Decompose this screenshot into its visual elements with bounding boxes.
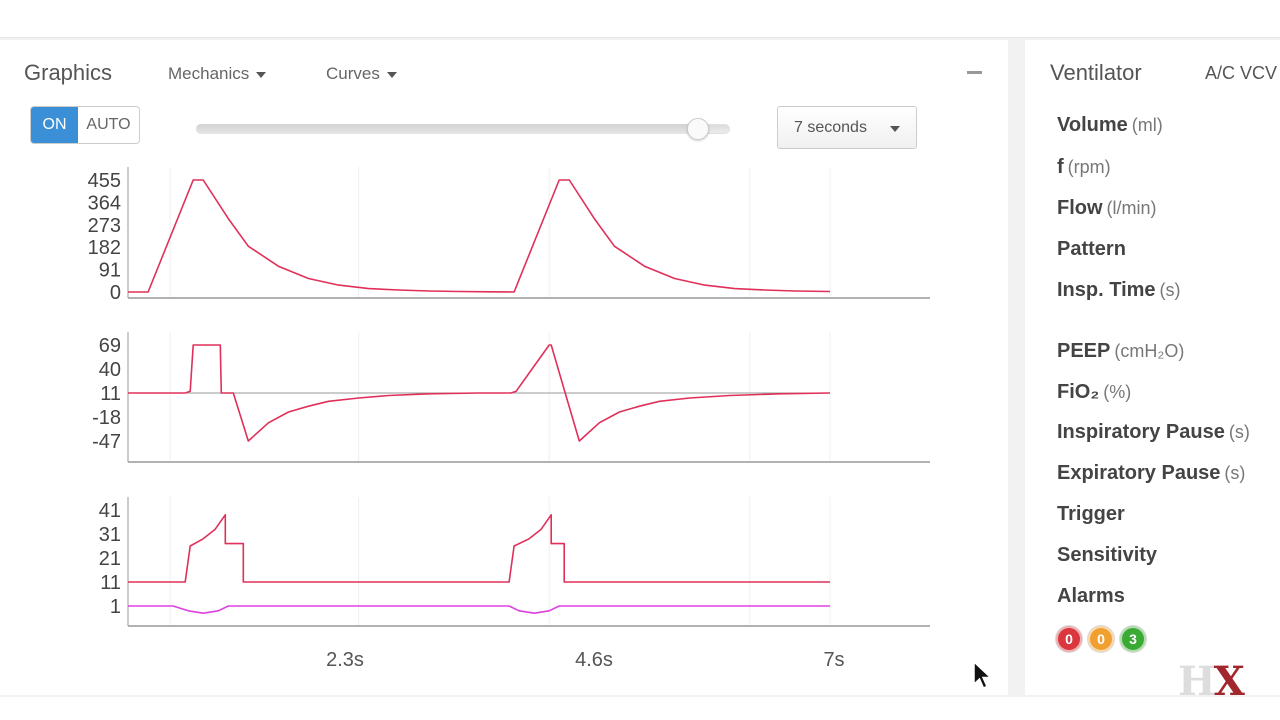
setting-label: PEEP [1057,340,1111,362]
chevron-down-icon [256,71,267,78]
ventilator-title: Ventilator [1050,60,1142,85]
waveform-series [128,344,831,442]
y-tick-label: 364 [88,192,121,214]
ventilator-panel: Ventilator A/C VCV Volume (ml) f (rpm) Flow(… [1025,40,1280,695]
time-window-select[interactable]: 7 seconds [777,106,917,149]
setting-label: Sensitivity [1057,544,1158,566]
setting-fio[interactable]: FiO₂ (%) [1057,381,1131,404]
curves-dropdown[interactable]: Curves [326,64,397,84]
y-tick-label: -18 [92,407,121,429]
setting-alarms[interactable]: Alarms [1057,585,1125,608]
waveform-series [128,605,830,615]
chevron-down-icon [386,71,397,78]
setting-unit: (%) [1103,382,1132,402]
time-window-value: 7 seconds [794,118,867,136]
setting-f[interactable]: f (rpm) [1057,156,1111,179]
setting-label: Pattern [1057,238,1126,260]
mechanics-label: Mechanics [168,64,250,83]
alarm-count-badge[interactable]: 3 [1120,626,1146,652]
alarm-count-badge[interactable]: 0 [1056,626,1082,652]
y-tick-label: 182 [88,237,121,259]
chevron-down-icon [890,126,900,132]
top-bar [0,0,1280,38]
setting-label: Insp. Time [1057,279,1156,301]
setting-unit: (cmH₂O) [1114,341,1185,361]
setting-label: Trigger [1057,503,1125,525]
y-tick-label: 91 [99,260,121,282]
graphics-title: Graphics [24,60,113,85]
setting-pattern[interactable]: Pattern [1057,238,1126,261]
setting-expiratory-pause[interactable]: Expiratory Pause (s) [1057,462,1245,485]
alarm-count-badge[interactable]: 0 [1088,626,1114,652]
toggle-on-button[interactable]: ON [31,107,78,143]
y-tick-label: 40 [99,359,121,381]
waveform-series [128,179,831,293]
y-tick-label: 455 [88,170,121,192]
setting-label: FiO₂ [1057,381,1100,403]
setting-inspiratory-pause[interactable]: Inspiratory Pause (s) [1057,421,1250,444]
toggle-auto-button[interactable]: AUTO [78,107,139,143]
x-tick-label: 2.3s [326,649,364,671]
y-tick-label: 41 [99,500,121,522]
y-tick-label: 0 [110,282,121,304]
setting-peep[interactable]: PEEP (cmH₂O) [1057,340,1184,363]
x-tick-label: 7s [823,649,844,671]
setting-flow[interactable]: Flow (l/min) [1057,197,1157,220]
hx-logo: HX [1178,658,1245,705]
y-tick-label: 31 [99,524,121,546]
setting-unit: (l/min) [1106,198,1157,218]
setting-volume[interactable]: Volume (ml) [1057,114,1163,137]
waveform-series [128,513,830,583]
mechanics-dropdown[interactable]: Mechanics [168,64,267,84]
minimize-icon[interactable] [967,71,982,74]
y-tick-label: 69 [99,335,121,357]
logo-letter-h: H [1178,658,1216,705]
setting-unit: (s) [1228,422,1250,442]
curves-label: Curves [326,64,380,83]
y-tick-label: 21 [99,548,121,570]
waveform-plots: 455364273182910694011-18-474131211112.3s… [88,167,930,671]
logo-letter-x: X [1213,658,1245,705]
y-tick-label: 273 [88,215,121,237]
setting-label: Inspiratory Pause [1057,421,1225,443]
setting-unit: (s) [1224,463,1246,483]
setting-unit: (rpm) [1067,157,1111,177]
y-tick-label: -47 [92,431,121,453]
slider-fill [196,124,698,134]
graphics-panel: Graphics Mechanics Curves ON AUTO 7 seco… [0,40,1008,695]
setting-sensitivity[interactable]: Sensitivity [1057,544,1157,567]
x-tick-label: 4.6s [575,649,613,671]
setting-label: Volume [1057,114,1128,136]
bottom-bar [0,697,1280,720]
setting-trigger[interactable]: Trigger [1057,503,1125,526]
setting-unit: (s) [1159,280,1181,300]
setting-insp-time[interactable]: Insp. Time (s) [1057,279,1181,302]
setting-label: f [1057,156,1064,178]
y-tick-label: 11 [100,572,121,594]
setting-unit: (ml) [1131,115,1163,135]
slider-thumb[interactable] [686,118,709,140]
time-slider[interactable] [196,118,730,140]
y-tick-label: 11 [100,383,121,405]
mouse-cursor-icon [973,660,993,689]
ventilation-mode: A/C VCV [1205,63,1278,83]
setting-label: Expiratory Pause [1057,462,1221,484]
y-tick-label: 1 [110,596,121,618]
setting-label: Alarms [1057,585,1125,607]
on-auto-toggle[interactable]: ON AUTO [30,106,140,144]
setting-label: Flow [1057,197,1103,219]
